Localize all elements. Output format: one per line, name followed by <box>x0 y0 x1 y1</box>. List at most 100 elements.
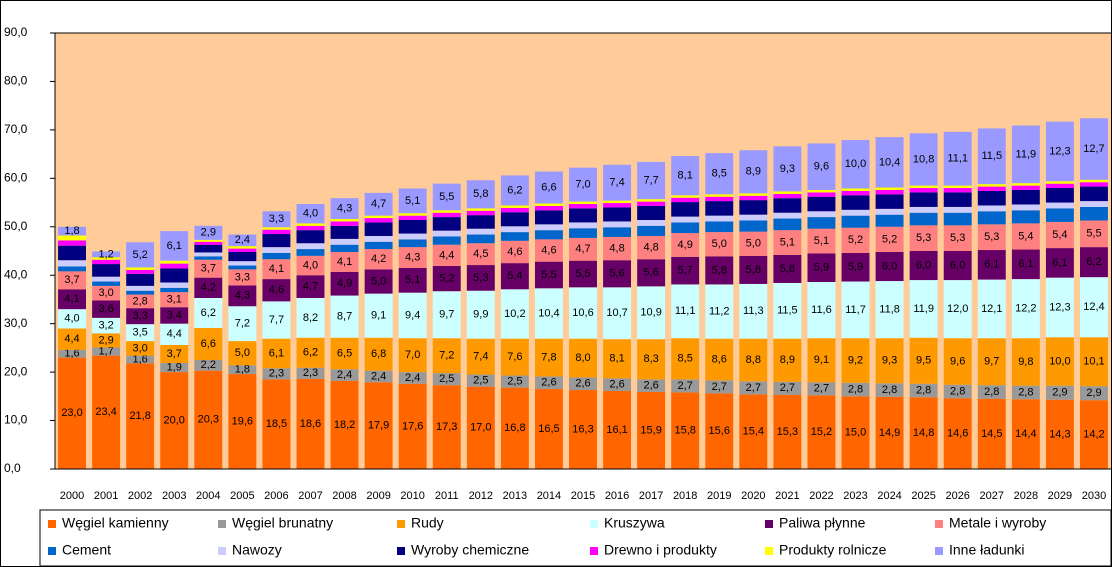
data-label: 2,7 <box>780 382 795 394</box>
bar-segment <box>909 280 938 338</box>
data-label: 5,7 <box>678 265 693 277</box>
bar-segment <box>534 230 563 240</box>
data-label: 16,3 <box>572 423 593 435</box>
bar-segment <box>432 217 461 231</box>
data-label: 6,2 <box>201 307 216 319</box>
data-label: 2,9 <box>1086 387 1101 399</box>
data-label: 5,8 <box>780 263 795 275</box>
bar-segment <box>875 396 904 469</box>
data-label: 12,7 <box>1083 143 1104 155</box>
bar-segment <box>909 133 938 186</box>
bar-segment <box>603 207 632 222</box>
data-label: 4,0 <box>64 313 79 325</box>
data-label: 5,4 <box>1052 229 1067 241</box>
data-label: 11,9 <box>1016 148 1037 160</box>
data-label: 2,2 <box>201 359 216 371</box>
bar-segment <box>194 225 223 240</box>
bar-segment <box>500 338 529 376</box>
bar-segment <box>1011 249 1040 280</box>
data-label: 10,4 <box>538 307 559 319</box>
bar-segment <box>739 231 768 256</box>
bar-segment <box>262 379 291 469</box>
data-label: 3,1 <box>167 294 182 306</box>
bar-segment <box>603 391 632 469</box>
bar-segment <box>466 234 495 244</box>
bar-segment <box>943 384 972 399</box>
bar-segment <box>364 249 393 270</box>
bar-segment <box>534 210 563 225</box>
data-label: 8,3 <box>643 353 658 365</box>
bar-segment <box>534 389 563 469</box>
x-tick-label: 2000 <box>60 490 84 502</box>
data-label: 16,8 <box>504 422 525 434</box>
x-tick-label: 2029 <box>1048 490 1072 502</box>
bar-segment <box>637 161 666 200</box>
bar-segment <box>977 385 1006 399</box>
data-label: 5,8 <box>746 264 761 276</box>
x-tick-label: 2003 <box>162 490 186 502</box>
data-label: 4,1 <box>269 263 284 275</box>
bar-segment <box>92 333 121 348</box>
bar-segment <box>58 245 86 261</box>
data-label: 4,3 <box>405 251 420 263</box>
bar-segment <box>1045 188 1074 203</box>
data-label: 4,1 <box>64 293 79 305</box>
data-label: 8,9 <box>780 354 795 366</box>
data-label: 5,2 <box>882 233 897 245</box>
data-label: 6,5 <box>337 347 352 359</box>
bar-segment <box>92 259 121 265</box>
bar-segment <box>977 190 1006 206</box>
bar-segment <box>1045 385 1074 400</box>
bar-segment <box>228 365 257 375</box>
bar-segment <box>637 379 666 392</box>
data-label: 4,7 <box>371 198 386 210</box>
data-label: 11,3 <box>743 305 764 317</box>
bar-segment <box>1011 125 1040 184</box>
legend-swatch <box>590 547 598 555</box>
data-label: 4,8 <box>609 242 624 254</box>
data-label: 4,2 <box>201 282 216 294</box>
bar-segment <box>943 280 972 339</box>
bar-segment <box>58 235 86 241</box>
bar-segment <box>637 259 666 287</box>
bar-segment <box>1011 223 1040 250</box>
bar-segment <box>569 167 597 202</box>
bar-segment <box>466 265 495 291</box>
data-label: 7,7 <box>643 174 658 186</box>
data-label: 20,3 <box>198 414 219 426</box>
data-label: 5,1 <box>405 195 420 207</box>
bar-segment <box>1080 247 1108 278</box>
y-tick-label: 0,0 <box>4 461 21 475</box>
data-label: 4,0 <box>303 208 318 220</box>
bar-segment <box>500 232 529 241</box>
bar-segment <box>1080 201 1108 207</box>
bar-segment <box>807 338 836 383</box>
data-label: 8,8 <box>746 354 761 366</box>
bar-segment <box>705 196 734 202</box>
data-label: 4,7 <box>575 243 590 255</box>
data-label: 15,6 <box>709 425 730 437</box>
bar-segment <box>569 390 597 469</box>
bar-segment <box>296 275 325 298</box>
bar-segment <box>500 175 529 206</box>
data-label: 2,4 <box>405 372 420 384</box>
bar-segment <box>977 184 1006 187</box>
data-label: 2,9 <box>98 334 113 346</box>
bar-segment <box>943 251 972 281</box>
data-label: 9,3 <box>780 163 795 175</box>
bar-segment <box>841 281 870 339</box>
bar-segment <box>841 227 870 253</box>
bar-segment <box>534 171 563 204</box>
data-label: 5,5 <box>439 191 454 203</box>
data-label: 23,0 <box>61 407 82 419</box>
x-tick-label: 2019 <box>707 490 731 502</box>
bar-segment <box>500 226 529 233</box>
bar-segment <box>296 204 325 224</box>
data-label: 17,0 <box>470 422 491 434</box>
bar-segment <box>909 337 938 384</box>
x-tick-label: 2016 <box>605 490 629 502</box>
data-label: 12,1 <box>981 303 1002 315</box>
bar-segment <box>432 210 461 213</box>
data-label: 4,4 <box>167 328 182 340</box>
bar-segment <box>296 255 325 276</box>
